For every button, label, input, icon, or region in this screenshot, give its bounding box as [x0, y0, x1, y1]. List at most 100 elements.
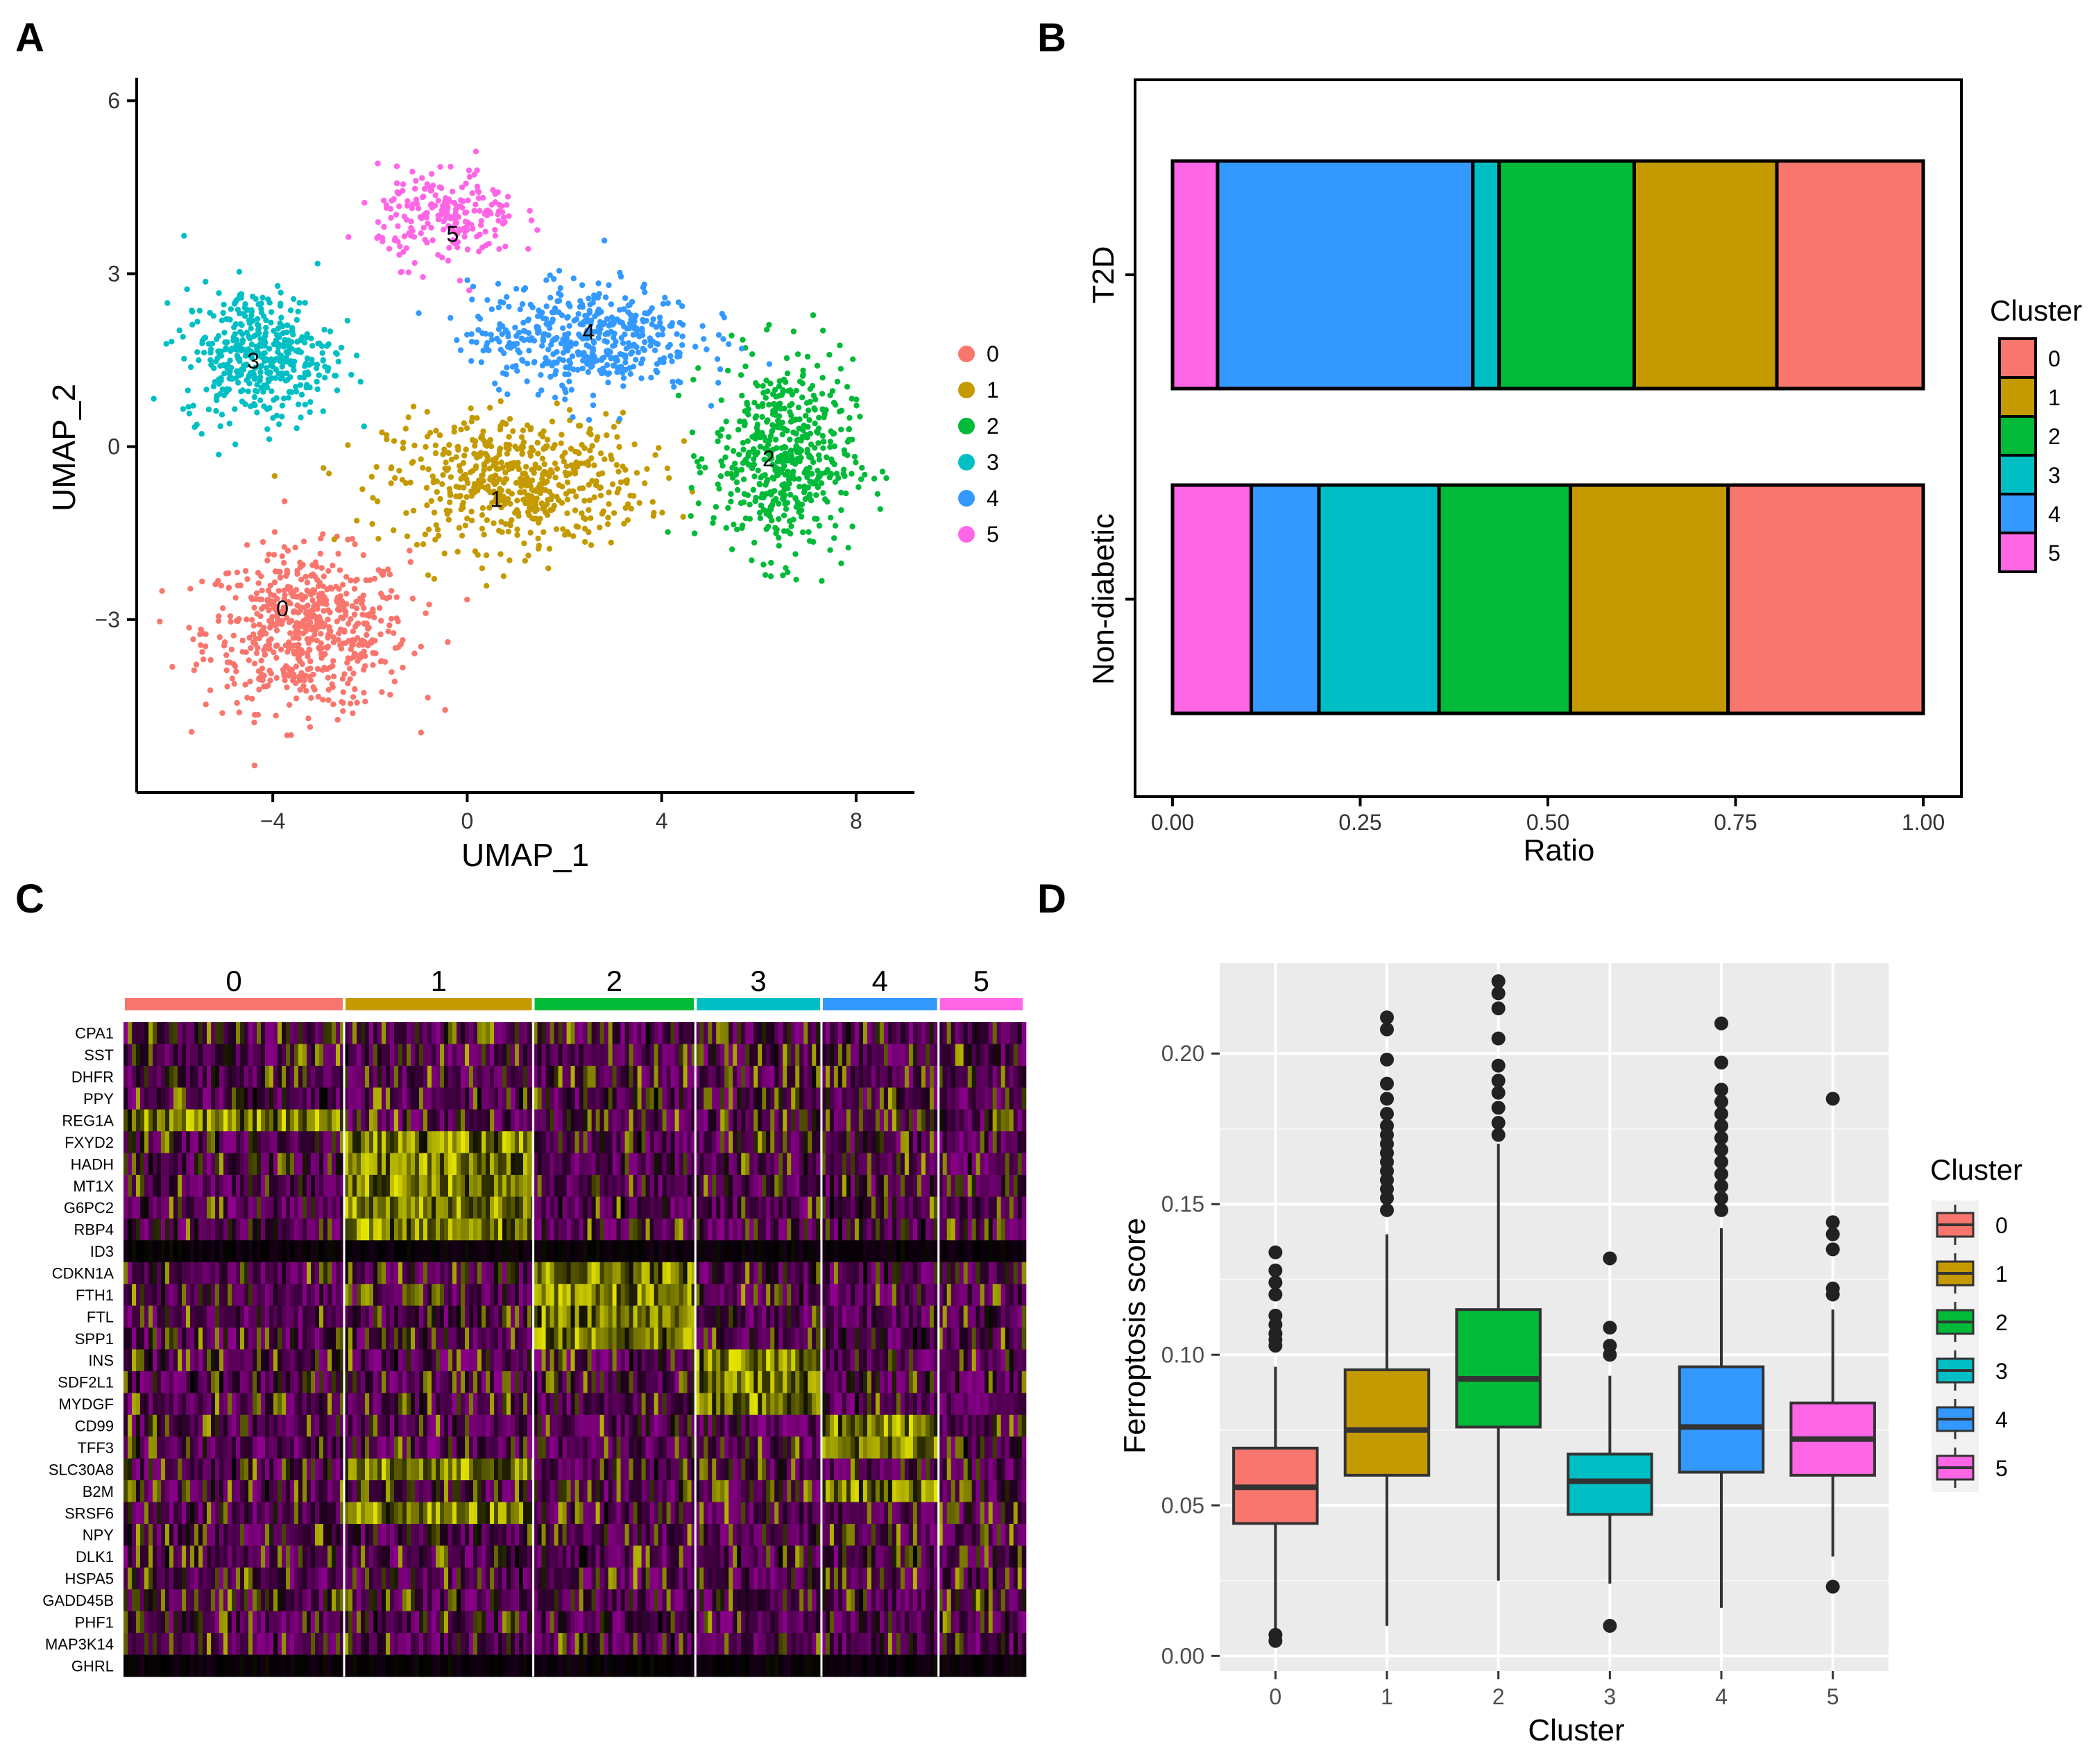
umap-point-cluster-0	[307, 724, 314, 730]
heatmap-cell	[157, 1044, 162, 1067]
heatmap-cell	[846, 1065, 851, 1088]
umap-point-cluster-5	[398, 269, 404, 275]
umap-point-cluster-0	[391, 678, 398, 685]
umap-point-cluster-1	[498, 497, 504, 504]
heatmap-cell	[971, 1196, 977, 1219]
heatmap-cell	[294, 1022, 299, 1045]
heatmap-cell	[361, 1065, 366, 1088]
umap-legend-swatch-5	[958, 526, 975, 543]
heatmap-cell	[211, 1087, 216, 1110]
umap-point-cluster-0	[253, 595, 259, 602]
umap-point-cluster-3	[223, 389, 230, 396]
umap-point-cluster-0	[261, 604, 267, 610]
heatmap-cell	[599, 1109, 605, 1132]
umap-point-cluster-0	[236, 616, 242, 622]
heatmap-cell	[803, 1153, 808, 1176]
umap-point-cluster-3	[234, 337, 240, 344]
umap-point-cluster-0	[244, 542, 250, 548]
heatmap-cell	[269, 1131, 274, 1154]
heatmap-cell	[290, 1218, 295, 1241]
umap-point-cluster-0	[273, 654, 280, 661]
umap-point-cluster-2	[800, 427, 806, 434]
heatmap-cell	[816, 1065, 821, 1088]
heatmap-cell	[298, 1022, 303, 1045]
umap-point-cluster-1	[516, 513, 522, 519]
heatmap-cell	[186, 1196, 191, 1219]
heatmap-cell	[562, 1175, 568, 1198]
heatmap-cell	[921, 1196, 926, 1219]
umap-point-cluster-0	[349, 603, 356, 609]
umap-point-cluster-1	[614, 434, 620, 440]
heatmap-cell	[637, 1022, 642, 1045]
heatmap-cell	[833, 1175, 839, 1198]
heatmap-cell	[608, 1131, 613, 1154]
heatmap-cell	[352, 1131, 357, 1154]
heatmap-cell	[128, 1153, 133, 1176]
umap-point-cluster-0	[300, 538, 307, 545]
heatmap-cell	[959, 1175, 964, 1198]
heatmap-cell	[228, 1131, 232, 1154]
heatmap-cell	[169, 1065, 174, 1088]
umap-point-cluster-0	[207, 656, 214, 663]
heatmap-cell	[579, 1131, 584, 1154]
heatmap-cell	[541, 1022, 547, 1045]
umap-point-cluster-0	[286, 645, 292, 652]
heatmap-cell	[440, 1109, 445, 1132]
umap-point-cluster-2	[831, 443, 838, 450]
heatmap-cell	[415, 1218, 420, 1241]
umap-point-cluster-0	[304, 579, 311, 586]
heatmap-cell	[716, 1175, 721, 1198]
heatmap-cell	[327, 1109, 332, 1132]
umap-point-cluster-1	[402, 480, 409, 486]
umap-point-cluster-1	[486, 504, 493, 511]
heatmap-cell	[377, 1196, 382, 1219]
umap-point-cluster-1	[504, 450, 511, 457]
umap-point-cluster-4	[611, 334, 617, 341]
umap-point-cluster-2	[829, 388, 836, 394]
umap-point-cluster-1	[476, 477, 482, 484]
umap-point-cluster-0	[271, 529, 278, 535]
heatmap-cell	[244, 1109, 249, 1132]
umap-point-cluster-1	[404, 533, 411, 539]
heatmap-cell	[566, 1218, 572, 1241]
umap-point-cluster-4	[497, 346, 504, 353]
heatmap-cell	[273, 1175, 278, 1198]
heatmap-cell	[390, 1065, 395, 1088]
umap-point-cluster-0	[255, 668, 262, 675]
umap-point-cluster-4	[658, 359, 665, 365]
umap-point-cluster-1	[389, 464, 395, 470]
heatmap-cell	[570, 1022, 576, 1045]
umap-point-cluster-4	[448, 314, 454, 321]
heatmap-cell	[537, 1131, 543, 1154]
ratio-ticks: 0.00 0.25 0.50 0.75 1.00	[1151, 797, 1945, 835]
umap-point-cluster-2	[801, 483, 808, 490]
heatmap-cell	[452, 1087, 457, 1110]
umap-point-cluster-4	[488, 337, 495, 343]
heatmap-cell	[469, 1131, 474, 1154]
umap-point-cluster-4	[500, 370, 506, 376]
heatmap-cell	[616, 1022, 622, 1045]
umap-point-cluster-5	[420, 194, 426, 201]
heatmap-cell	[494, 1109, 499, 1132]
heatmap-cell	[716, 1065, 721, 1088]
umap-point-cluster-2	[800, 367, 806, 373]
umap-point-cluster-0	[315, 693, 321, 700]
heatmap-cell	[662, 1109, 667, 1132]
heatmap-cell	[658, 1087, 663, 1110]
umap-point-cluster-0	[305, 715, 312, 722]
heatmap-cell	[248, 1196, 253, 1219]
heatmap-cell	[896, 1109, 901, 1132]
heatmap-cell	[423, 1044, 428, 1067]
heatmap-cell	[612, 1131, 617, 1154]
umap-point-cluster-2	[763, 378, 769, 384]
heatmap-cell	[182, 1065, 187, 1088]
heatmap-cell	[465, 1131, 470, 1154]
heatmap-cell	[482, 1175, 486, 1198]
umap-point-cluster-3	[241, 311, 247, 317]
umap-point-cluster-4	[620, 375, 627, 381]
heatmap-cell	[758, 1044, 762, 1067]
heatmap-cell	[311, 1131, 316, 1154]
umap-point-cluster-1	[374, 498, 381, 504]
heatmap-cell	[908, 1175, 914, 1198]
umap-point-cluster-5	[527, 207, 533, 214]
